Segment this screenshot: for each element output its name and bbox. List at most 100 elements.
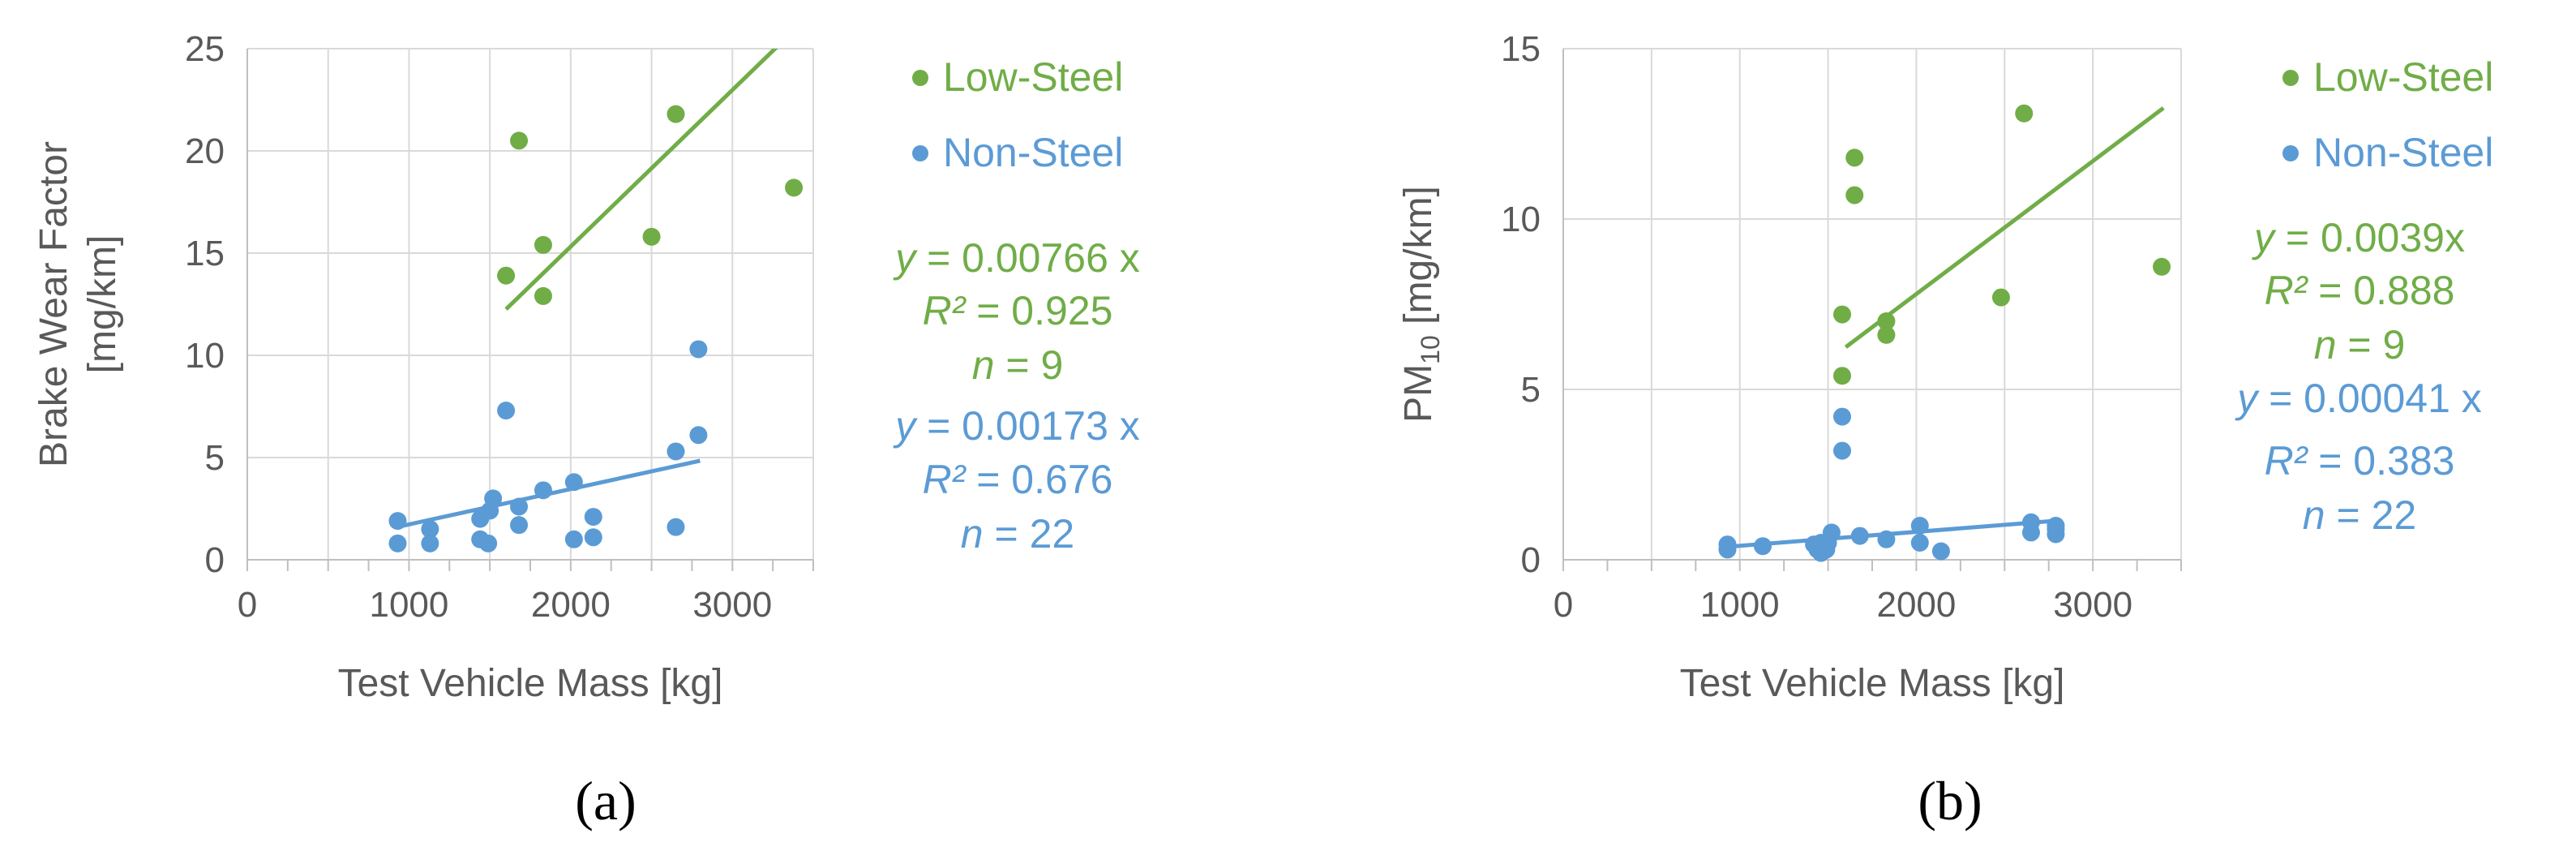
- low-steel-symbol: y: [893, 235, 918, 281]
- low-steel-point: [510, 131, 529, 150]
- non-steel-point: [1754, 537, 1772, 556]
- non-steel-point: [510, 497, 529, 516]
- y-tick-label: 0: [1521, 540, 1541, 580]
- y-axis-title-main: PM: [1397, 364, 1440, 423]
- low-steel-value: = 0.888: [2307, 268, 2454, 313]
- non-steel-legend-marker: [912, 145, 928, 161]
- low-steel-point: [1832, 367, 1851, 385]
- non-steel-point: [1822, 523, 1841, 542]
- low-steel-point: [785, 178, 804, 197]
- non-steel-legend-marker: [2282, 145, 2299, 161]
- y-tick-label: 10: [1501, 200, 1541, 239]
- low-steel-point: [667, 105, 685, 123]
- non-steel-point: [388, 534, 407, 552]
- x-tick-label: 3000: [2053, 585, 2132, 625]
- low-steel-point: [534, 286, 552, 305]
- y-tick-label: 5: [1521, 370, 1541, 410]
- non-steel-point: [1718, 540, 1737, 559]
- y-tick-label: 5: [205, 438, 225, 478]
- non-steel-value: = 22: [984, 511, 1075, 557]
- non-steel-value: = 0.676: [965, 457, 1112, 502]
- low-steel-point: [534, 235, 552, 254]
- low-steel-value: = 9: [995, 342, 1064, 388]
- low-steel-symbol: n: [972, 342, 995, 388]
- non-steel-r-squared: R² = 0.383: [2265, 438, 2455, 484]
- y-tick-label: 20: [185, 131, 225, 171]
- y-axis-title-subscript: 10: [1416, 335, 1445, 364]
- low-steel-trendline: [1844, 106, 2165, 349]
- low-steel-r-squared: R² = 0.925: [923, 288, 1113, 333]
- non-steel-point: [510, 516, 529, 535]
- low-steel-symbol: y: [2252, 215, 2277, 260]
- panel-label-a: (a): [575, 770, 636, 832]
- low-steel-trendline: [504, 49, 778, 311]
- non-steel-point: [1850, 527, 1869, 545]
- non-steel-point: [584, 528, 602, 547]
- low-steel-value: = 9: [2337, 322, 2406, 368]
- non-steel-point: [2021, 523, 2040, 542]
- non-steel-point: [479, 534, 498, 552]
- non-steel-point: [667, 518, 685, 536]
- x-axis-title: Test Vehicle Mass [kg]: [1680, 662, 2065, 705]
- y-axis-title: PM10 [mg/km]: [1397, 186, 1445, 423]
- low-steel-point: [1877, 312, 1896, 330]
- non-steel-r-squared: R² = 0.676: [923, 457, 1113, 502]
- low-steel-value: = 0.0039x: [2274, 215, 2465, 260]
- non-steel-symbol: R²: [2265, 438, 2309, 484]
- low-steel-point: [1845, 186, 1864, 204]
- non-steel-point: [564, 530, 583, 548]
- non-steel-point: [421, 534, 439, 552]
- x-tick-label: 0: [1554, 585, 1573, 625]
- chart-a: 0 5 10 15 20 25 0 1000 2000 3000 Test Vehicle Mass…: [32, 29, 1140, 705]
- low-steel-legend-marker: [912, 70, 928, 86]
- non-steel-point: [689, 426, 708, 445]
- low-steel-point: [1832, 305, 1851, 324]
- non-steel-equation: y = 0.00173 x: [893, 403, 1140, 449]
- non-steel-symbol: y: [893, 403, 918, 449]
- non-steel-point: [667, 442, 685, 461]
- x-tick-label: 2000: [531, 585, 611, 625]
- low-steel-value: = 0.925: [965, 288, 1112, 333]
- low-steel-equation: y = 0.0039x: [2252, 215, 2465, 260]
- y-tick-label: 10: [185, 336, 225, 376]
- low-steel-value: = 0.00766 x: [915, 235, 1140, 281]
- y-tick-label: 0: [205, 540, 225, 580]
- non-steel-symbol: y: [2235, 376, 2260, 421]
- low-steel-legend-marker: [2282, 70, 2299, 86]
- low-steel-point: [2015, 104, 2034, 123]
- low-steel-point: [1877, 325, 1896, 344]
- low-steel-sample-size: n = 9: [2314, 322, 2406, 368]
- low-steel-legend-label: Low-Steel: [943, 54, 1123, 100]
- low-steel-point: [1845, 148, 1864, 167]
- non-steel-point: [689, 340, 708, 359]
- x-tick-label: 0: [238, 585, 257, 625]
- non-steel-point: [564, 473, 583, 492]
- low-steel-point: [2153, 257, 2171, 276]
- low-steel-symbol: R²: [923, 288, 967, 333]
- y-axis-title-unit: [mg/km]: [1397, 186, 1440, 335]
- non-steel-point: [388, 512, 407, 531]
- y-axis-title-line2: [mg/km]: [81, 235, 124, 374]
- non-steel-value: = 22: [2325, 492, 2417, 538]
- non-steel-point: [497, 402, 516, 420]
- non-steel-legend-label: Non-Steel: [2313, 130, 2493, 175]
- x-tick-label: 3000: [692, 585, 772, 625]
- panel-label-b: (b): [1918, 770, 1982, 832]
- non-steel-point: [421, 520, 439, 539]
- low-steel-r-squared: R² = 0.888: [2265, 268, 2455, 313]
- non-steel-point: [584, 508, 602, 527]
- chart-b: 0 5 10 15 0 1000 2000 3000 Test Vehicle Mass [kg…: [1397, 29, 2493, 705]
- x-axis-title: Test Vehicle Mass [kg]: [338, 662, 723, 705]
- non-steel-sample-size: n = 22: [2303, 492, 2416, 538]
- x-tick-label: 1000: [369, 585, 448, 625]
- non-steel-value: = 0.00173 x: [915, 403, 1140, 449]
- low-steel-point: [497, 266, 516, 285]
- non-steel-point: [534, 481, 552, 500]
- non-steel-value: = 0.00041 x: [2257, 376, 2482, 421]
- non-steel-point: [1811, 544, 1830, 562]
- y-tick-label: 15: [1501, 29, 1541, 69]
- x-tick-label: 2000: [1876, 585, 1956, 625]
- non-steel-sample-size: n = 22: [961, 511, 1074, 557]
- non-steel-point: [1832, 407, 1851, 426]
